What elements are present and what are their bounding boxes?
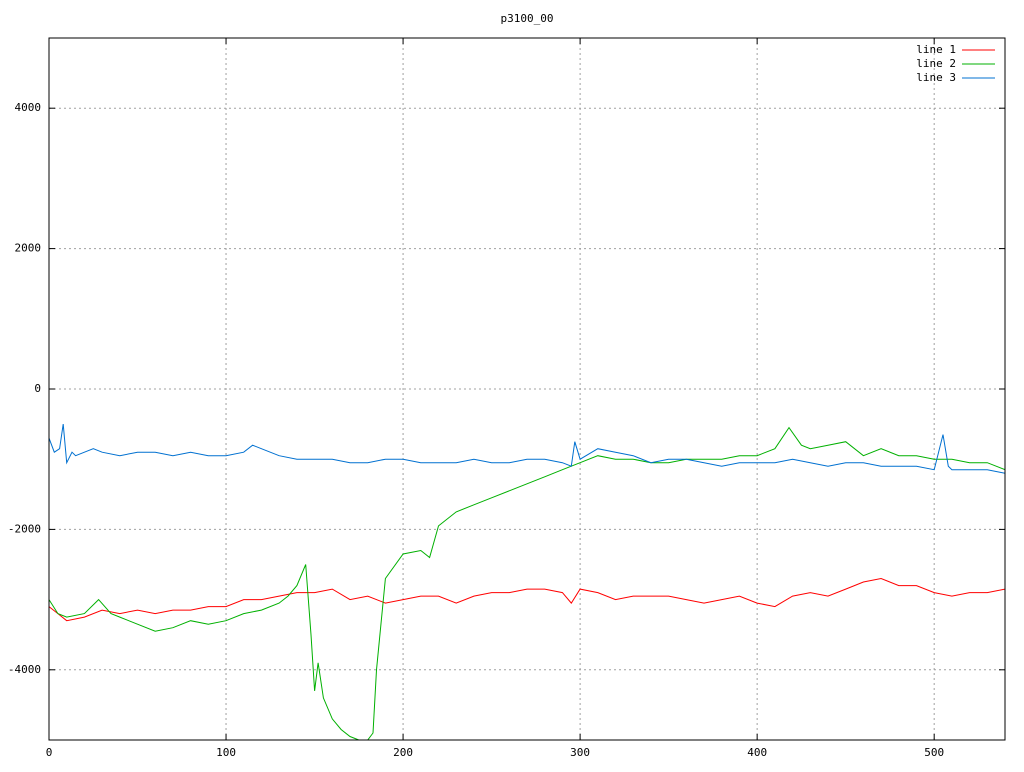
chart-title: p3100_00 bbox=[501, 12, 554, 25]
legend-label: line 2 bbox=[916, 57, 956, 70]
y-tick-label: 0 bbox=[34, 382, 41, 395]
x-tick-label: 0 bbox=[46, 746, 53, 759]
ticks: -4000 -2000 0 2000 4000 0 100 200 300 400 500 bbox=[8, 38, 1005, 759]
y-tick-label: 2000 bbox=[15, 242, 42, 255]
plot-frame bbox=[48, 37, 1006, 741]
series-line bbox=[49, 426, 1005, 740]
grid bbox=[48, 38, 1005, 740]
series-line bbox=[49, 577, 1005, 622]
legend-label: line 1 bbox=[916, 43, 956, 56]
x-tick-label: 400 bbox=[747, 746, 767, 759]
y-tick-label: 4000 bbox=[15, 101, 42, 114]
y-tick-label: -2000 bbox=[8, 522, 41, 535]
x-tick-label: 100 bbox=[216, 746, 236, 759]
series-line bbox=[49, 424, 1005, 474]
x-tick-label: 500 bbox=[924, 746, 944, 759]
plot-area bbox=[49, 424, 1005, 740]
x-tick-label: 200 bbox=[393, 746, 413, 759]
legend-label: line 3 bbox=[916, 71, 956, 84]
y-tick-label: -4000 bbox=[8, 663, 41, 676]
x-tick-label: 300 bbox=[570, 746, 590, 759]
